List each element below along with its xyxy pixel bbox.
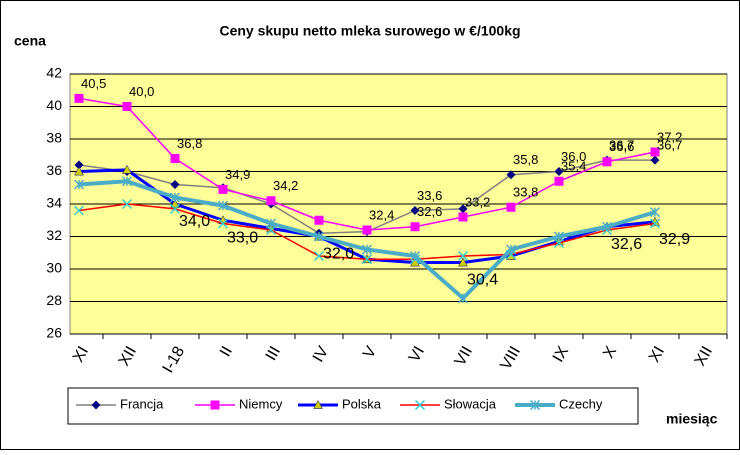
data-point (265, 218, 277, 229)
data-point (314, 215, 324, 225)
data-point (601, 221, 613, 232)
legend-marker (91, 400, 101, 410)
data-point (410, 206, 420, 215)
data-label: 36,0 (561, 149, 586, 164)
data-point (218, 184, 228, 194)
data-point (122, 164, 132, 174)
data-point (554, 176, 564, 186)
data-label: 35,4 (561, 159, 586, 174)
data-label: 30,4 (467, 272, 498, 289)
legend-marker (313, 399, 323, 409)
data-label: 40,5 (81, 76, 106, 91)
data-label: 33,0 (227, 229, 258, 246)
data-point (649, 207, 661, 218)
legend-marker (210, 400, 220, 410)
data-label: 32,0 (323, 246, 354, 263)
x-tick-label: XI (70, 344, 92, 366)
x-tick-label: VI (406, 344, 428, 366)
data-point (457, 293, 469, 304)
data-point (73, 179, 85, 190)
legend-label: Francja (120, 396, 164, 411)
data-point (313, 231, 325, 242)
data-point (505, 244, 517, 255)
data-point (458, 212, 468, 222)
y-tick-label: 30 (46, 260, 62, 276)
data-point (602, 157, 612, 167)
data-point (74, 166, 84, 176)
data-point (650, 147, 660, 157)
data-point (554, 167, 564, 176)
y-tick-label: 38 (46, 130, 62, 146)
data-point (361, 254, 373, 265)
data-label: 33,6 (417, 188, 442, 203)
y-axis-label: cena (14, 33, 46, 49)
data-label: 34,0 (179, 213, 210, 230)
legend-label: Czechy (559, 396, 603, 411)
data-point (169, 203, 181, 214)
data-label: 32,6 (611, 236, 642, 253)
data-label: 36,8 (177, 136, 202, 151)
data-point (74, 93, 84, 103)
data-point (169, 192, 181, 203)
data-point (409, 250, 421, 262)
data-label: 32,6 (417, 204, 442, 219)
data-point (362, 225, 372, 235)
data-point (313, 250, 325, 262)
y-tick-label: 40 (46, 97, 62, 113)
data-label: 33,8 (513, 185, 538, 200)
legend-label: Polska (342, 396, 382, 411)
data-point (121, 176, 133, 187)
x-axis-label: miesiąc (666, 411, 718, 427)
data-label: 35,8 (513, 152, 538, 167)
data-point (458, 257, 468, 267)
y-tick-label: 36 (46, 162, 62, 178)
legend-label: Słowacja (444, 396, 497, 411)
data-point (650, 155, 660, 165)
data-point (266, 196, 276, 206)
data-label: 32,9 (659, 231, 690, 248)
data-label: 36,6 (609, 139, 634, 154)
data-point (457, 250, 469, 262)
x-tick-label: XI (646, 344, 668, 366)
data-point (458, 204, 468, 214)
data-label: 34,9 (225, 167, 250, 182)
data-point (121, 198, 133, 210)
data-label: 36,7 (609, 138, 634, 153)
data-point (217, 200, 229, 211)
data-point (506, 202, 516, 212)
legend-marker (414, 399, 426, 411)
data-label: 32,4 (369, 207, 394, 222)
data-point (122, 102, 132, 111)
data-point (361, 244, 373, 255)
legend-label: Niemcy (239, 396, 283, 411)
data-label: 40,0 (129, 84, 154, 99)
y-tick-label: 34 (46, 195, 62, 211)
y-tick-label: 42 (46, 65, 62, 81)
data-label: 33,2 (465, 194, 490, 209)
data-point (74, 160, 84, 170)
legend-marker (529, 399, 541, 411)
data-label: 37,2 (657, 129, 682, 144)
data-label: 34,2 (273, 178, 298, 193)
y-tick-label: 28 (46, 292, 62, 308)
chart-title: Ceny skupu netto mleka surowego w €/100k… (219, 23, 520, 39)
data-point (553, 231, 565, 242)
data-label: 36,7 (657, 138, 682, 153)
data-point (73, 205, 85, 216)
data-point (170, 180, 180, 189)
data-point (649, 218, 661, 229)
y-tick-label: 26 (46, 325, 62, 341)
data-point (506, 170, 516, 180)
data-point (410, 222, 420, 232)
data-point (170, 154, 180, 163)
y-tick-label: 32 (46, 227, 62, 243)
data-point (217, 218, 229, 229)
